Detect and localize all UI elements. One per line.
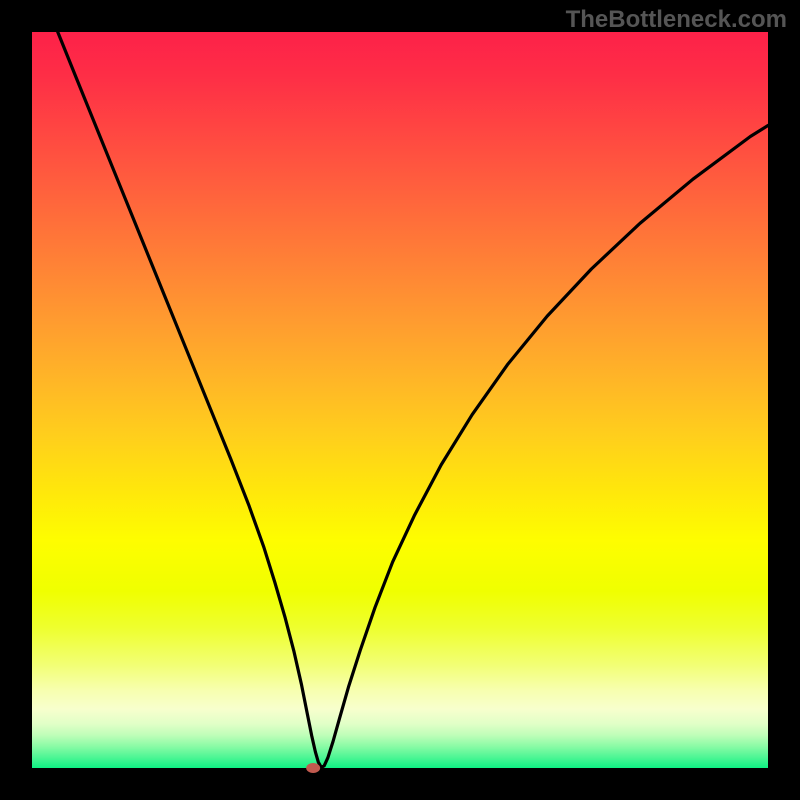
plot-background — [32, 32, 768, 768]
minimum-marker — [306, 763, 320, 773]
watermark-label: TheBottleneck.com — [566, 6, 787, 34]
plot-svg — [0, 0, 800, 800]
chart-frame: TheBottleneck.com — [0, 0, 800, 800]
